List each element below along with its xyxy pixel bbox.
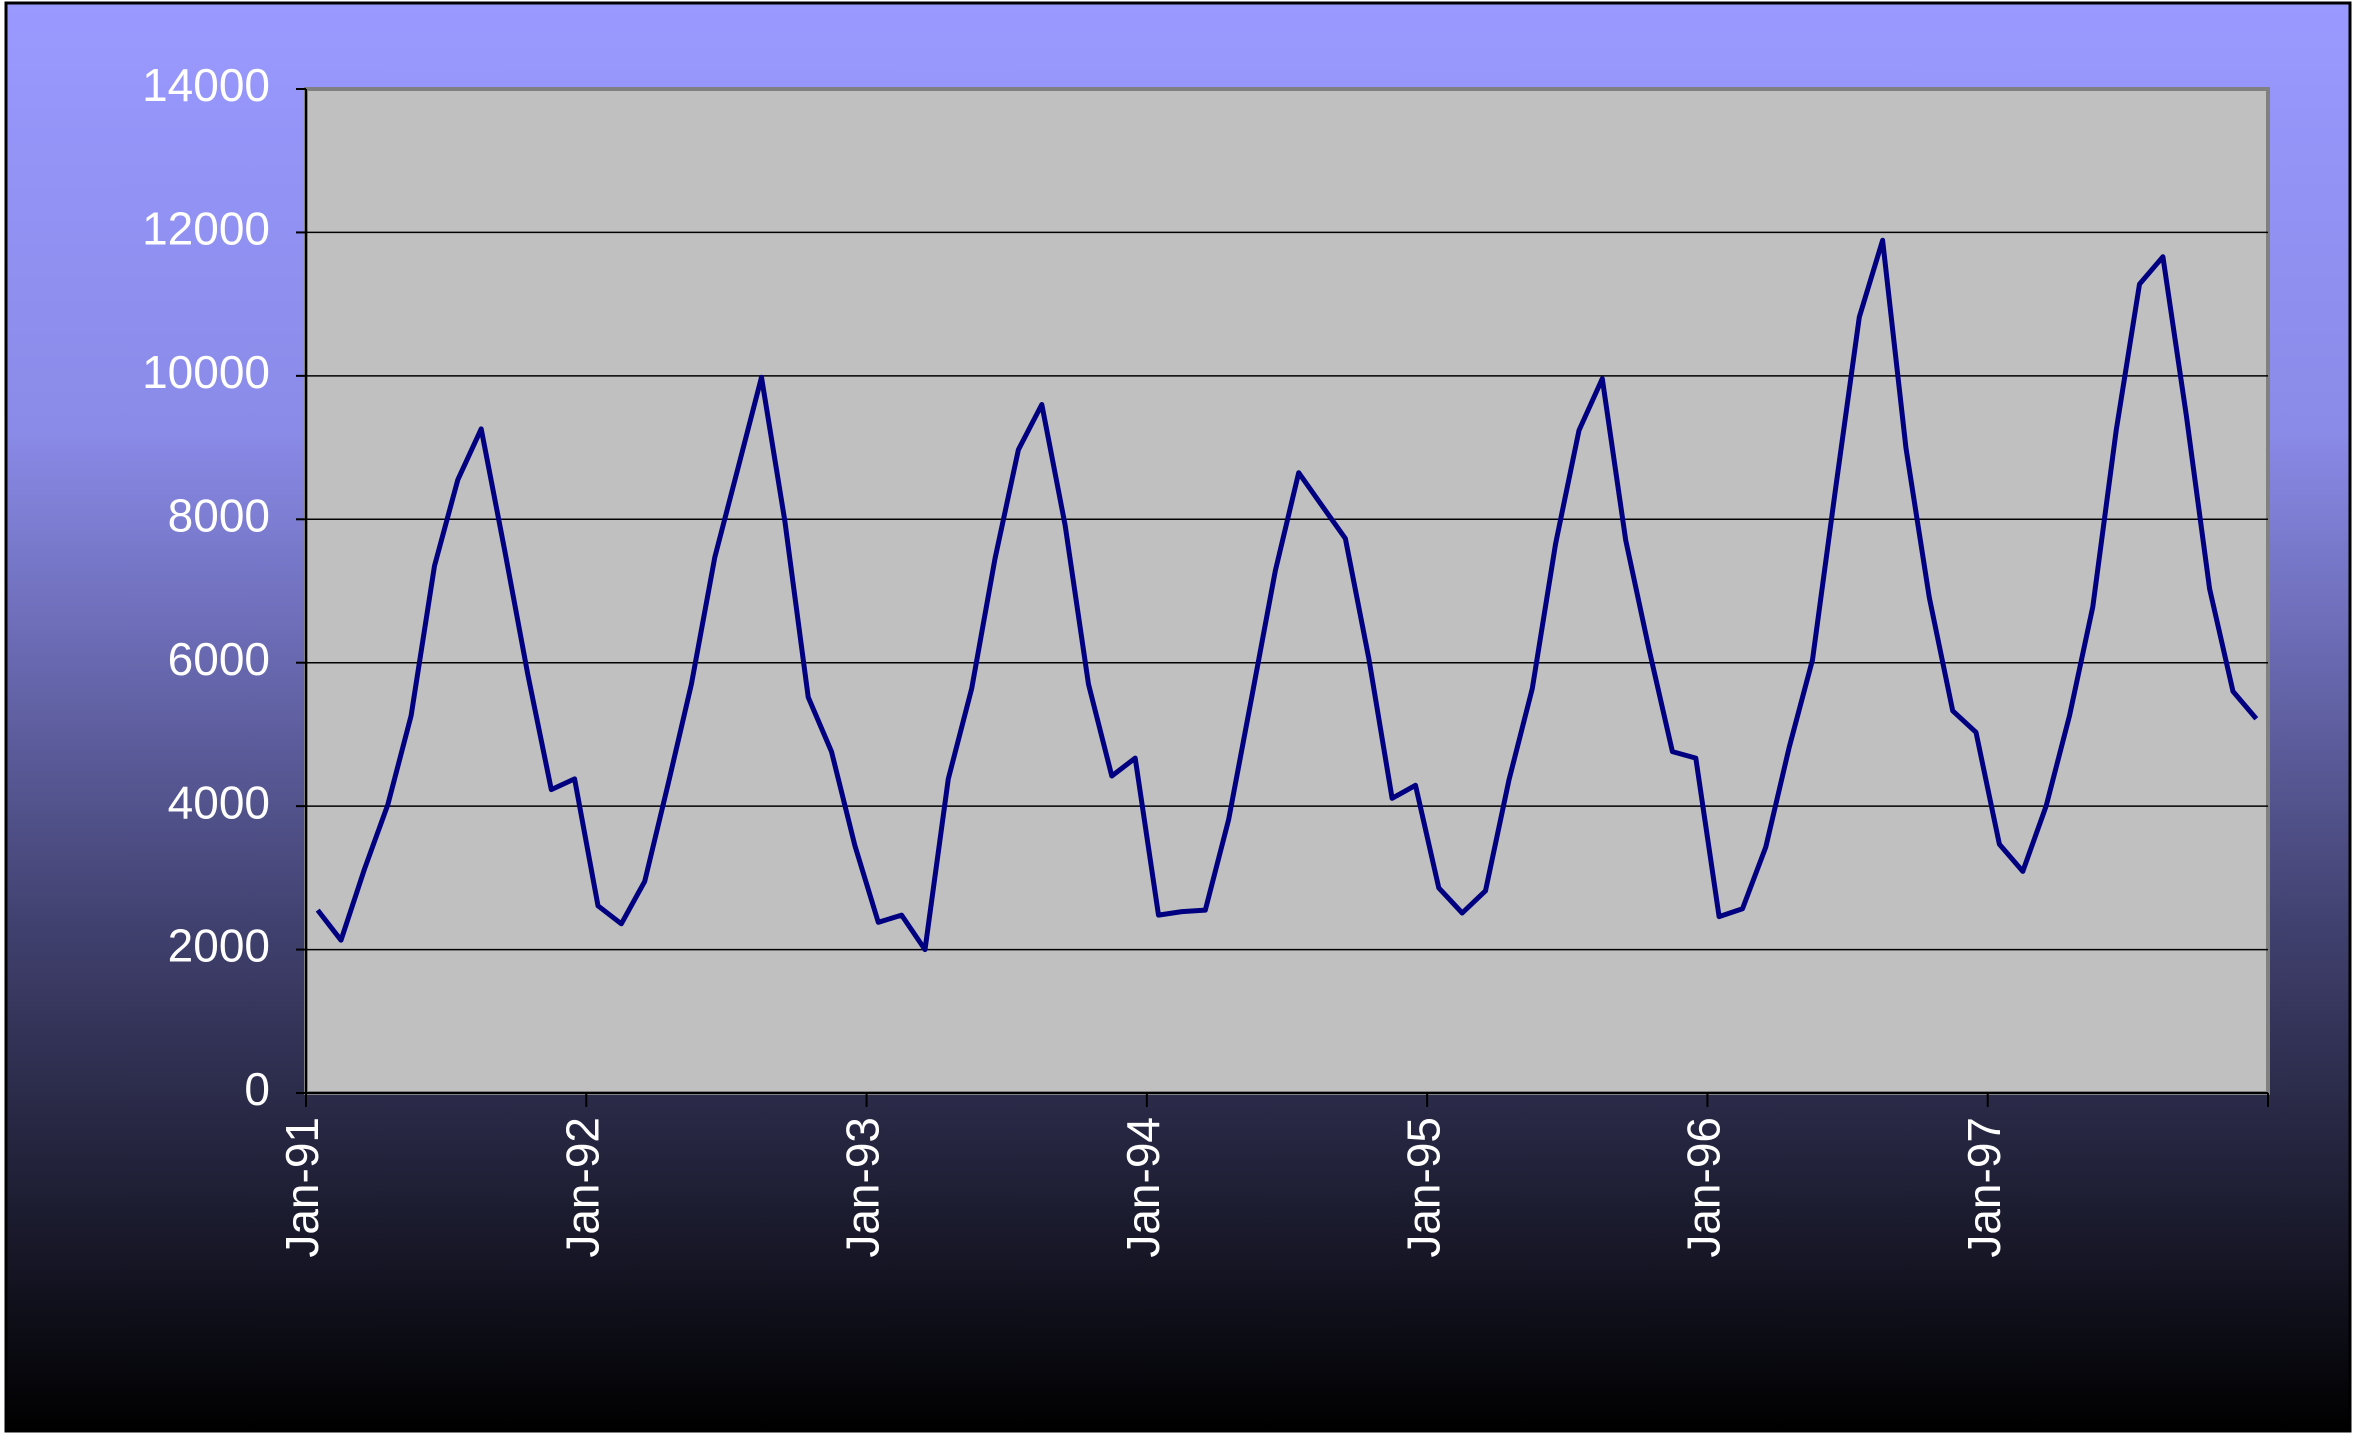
y-tick-label: 2000 (168, 920, 270, 972)
x-tick-label: Jan-95 (1397, 1117, 1449, 1258)
data-line (315, 237, 2259, 953)
y-tick-label: 12000 (142, 203, 270, 255)
y-tick-label: 14000 (142, 59, 270, 111)
x-tick-label: Jan-92 (556, 1117, 608, 1258)
x-tick-label: Jan-93 (837, 1117, 889, 1258)
x-tick-label: Jan-91 (276, 1117, 328, 1258)
y-tick-label: 6000 (168, 633, 270, 685)
y-tick-label: 10000 (142, 346, 270, 398)
x-tick-label: Jan-94 (1117, 1117, 1169, 1258)
x-tick-label: Jan-96 (1678, 1117, 1730, 1258)
y-tick-label: 4000 (168, 776, 270, 828)
y-tick-label: 8000 (168, 489, 270, 541)
x-tick-label: Jan-97 (1958, 1117, 2010, 1258)
y-tick-label: 0 (244, 1063, 270, 1115)
plot-area (304, 87, 2270, 1095)
